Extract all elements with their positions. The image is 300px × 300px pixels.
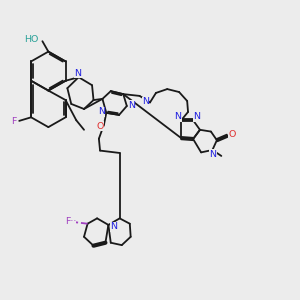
Text: F··: F··	[65, 218, 76, 226]
Text: N: N	[110, 222, 117, 231]
Text: N: N	[128, 100, 135, 109]
Text: HO: HO	[24, 35, 38, 44]
Text: F: F	[11, 117, 16, 126]
Text: N: N	[75, 68, 82, 77]
Text: N: N	[209, 150, 217, 159]
Text: N: N	[193, 112, 200, 121]
Text: O: O	[228, 130, 236, 139]
Text: N: N	[98, 107, 105, 116]
Text: N: N	[142, 97, 149, 106]
Text: O: O	[97, 122, 104, 131]
Text: N: N	[174, 112, 181, 121]
